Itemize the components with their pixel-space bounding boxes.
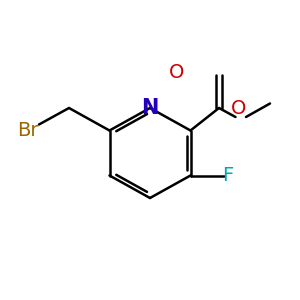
Text: F: F bbox=[222, 166, 234, 185]
Text: Br: Br bbox=[17, 121, 38, 140]
Text: O: O bbox=[231, 98, 246, 118]
Text: O: O bbox=[169, 62, 185, 82]
Text: N: N bbox=[141, 98, 159, 118]
